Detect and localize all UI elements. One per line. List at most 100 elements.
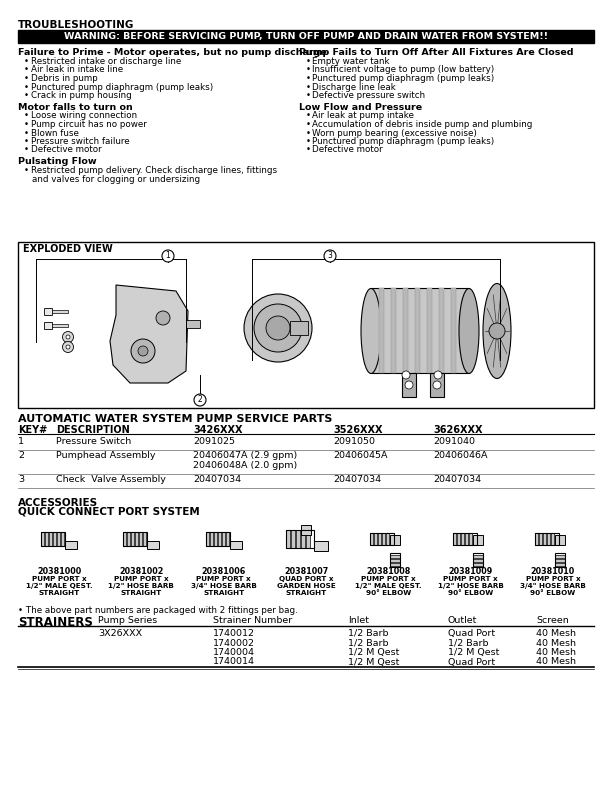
Text: Pump Series: Pump Series xyxy=(98,616,157,625)
Circle shape xyxy=(156,311,170,325)
Ellipse shape xyxy=(483,284,511,379)
Text: Punctured pump diaphragm (pump leaks): Punctured pump diaphragm (pump leaks) xyxy=(312,74,494,83)
Bar xyxy=(382,533,386,545)
Text: AUTOMATIC WATER SYSTEM PUMP SERVICE PARTS: AUTOMATIC WATER SYSTEM PUMP SERVICE PART… xyxy=(18,414,332,424)
Text: DESCRIPTION: DESCRIPTION xyxy=(56,425,130,435)
Bar xyxy=(551,533,554,545)
Bar xyxy=(555,559,565,562)
Bar xyxy=(379,288,384,373)
Text: STRAIGHT: STRAIGHT xyxy=(39,590,80,596)
Text: Quad Port: Quad Port xyxy=(448,629,495,638)
Text: •: • xyxy=(305,82,310,92)
Text: Screen: Screen xyxy=(536,616,569,625)
Bar xyxy=(41,532,65,546)
Text: •: • xyxy=(24,66,29,74)
Text: •: • xyxy=(24,112,29,120)
Text: PUMP PORT x: PUMP PORT x xyxy=(361,576,416,582)
Text: 1: 1 xyxy=(166,252,170,261)
Bar xyxy=(210,532,213,546)
Bar xyxy=(135,532,138,546)
Text: Failure to Prime - Motor operates, but no pump discharge: Failure to Prime - Motor operates, but n… xyxy=(18,48,327,57)
Text: •: • xyxy=(24,57,29,66)
Text: Discharge line leak: Discharge line leak xyxy=(312,82,396,92)
Bar xyxy=(386,533,389,545)
Text: •: • xyxy=(305,146,310,154)
Bar xyxy=(390,553,400,567)
Text: 1740004: 1740004 xyxy=(213,648,255,657)
Bar xyxy=(555,535,565,545)
Bar xyxy=(403,288,408,373)
Bar xyxy=(543,533,546,545)
Text: Restricted intake or discharge line: Restricted intake or discharge line xyxy=(31,57,181,66)
Bar xyxy=(301,530,305,548)
Text: •: • xyxy=(305,57,310,66)
Text: 1/2" MALE QEST.: 1/2" MALE QEST. xyxy=(355,583,422,589)
Text: •: • xyxy=(305,137,310,146)
Text: Outlet: Outlet xyxy=(448,616,477,625)
Bar xyxy=(52,323,68,326)
Bar xyxy=(378,533,381,545)
Text: Pressure switch failure: Pressure switch failure xyxy=(31,137,130,146)
Bar xyxy=(451,288,456,373)
Bar xyxy=(472,535,483,545)
Bar xyxy=(143,532,146,546)
Text: 2: 2 xyxy=(18,451,24,460)
Text: 20381007: 20381007 xyxy=(284,567,328,576)
Circle shape xyxy=(254,304,302,352)
Text: 3X26XXX: 3X26XXX xyxy=(98,629,142,638)
Text: •: • xyxy=(24,74,29,83)
Text: 90° ELBOW: 90° ELBOW xyxy=(448,590,493,596)
Bar xyxy=(230,541,242,549)
Text: Defective motor: Defective motor xyxy=(31,146,102,154)
Bar xyxy=(427,288,432,373)
Text: 1/2 M Qest: 1/2 M Qest xyxy=(448,648,499,657)
Text: •: • xyxy=(305,66,310,74)
Text: EXPLODED VIEW: EXPLODED VIEW xyxy=(23,244,113,254)
Text: 1/2 Barb: 1/2 Barb xyxy=(448,638,488,648)
Text: 2091040: 2091040 xyxy=(433,437,475,446)
Bar xyxy=(124,532,127,546)
Circle shape xyxy=(489,323,505,339)
Text: 20406047A (2.9 gpm): 20406047A (2.9 gpm) xyxy=(193,451,297,460)
Bar xyxy=(206,532,230,546)
Text: 20381010: 20381010 xyxy=(531,567,575,576)
Circle shape xyxy=(62,341,73,352)
Bar xyxy=(41,532,44,546)
Text: Defective motor: Defective motor xyxy=(312,146,383,154)
Bar xyxy=(286,530,290,548)
Text: •: • xyxy=(305,120,310,129)
Text: 1740012: 1740012 xyxy=(213,629,255,638)
Text: PUMP PORT x: PUMP PORT x xyxy=(526,576,580,582)
Bar xyxy=(555,553,565,567)
Text: •: • xyxy=(24,91,29,100)
Text: •: • xyxy=(305,74,310,83)
Text: Inlet: Inlet xyxy=(348,616,369,625)
Bar xyxy=(390,563,400,566)
Text: 3: 3 xyxy=(18,475,24,485)
Bar xyxy=(44,307,52,314)
Text: Pressure Switch: Pressure Switch xyxy=(56,437,131,446)
Text: Pump circuit has no power: Pump circuit has no power xyxy=(31,120,147,129)
Text: •: • xyxy=(24,82,29,92)
Text: 1: 1 xyxy=(18,437,24,446)
Text: 3/4" HOSE BARB: 3/4" HOSE BARB xyxy=(191,583,256,589)
Text: 3: 3 xyxy=(327,252,332,261)
Text: 40 Mesh: 40 Mesh xyxy=(536,648,576,657)
Text: Motor falls to turn on: Motor falls to turn on xyxy=(18,102,133,112)
Circle shape xyxy=(266,316,290,340)
Text: TROUBLESHOOTING: TROUBLESHOOTING xyxy=(18,20,135,30)
Bar xyxy=(132,532,135,546)
Text: Defective pressure switch: Defective pressure switch xyxy=(312,91,425,100)
Bar xyxy=(53,532,56,546)
Polygon shape xyxy=(110,285,188,383)
Circle shape xyxy=(62,332,73,342)
Bar xyxy=(472,559,483,562)
Bar xyxy=(472,553,483,567)
Text: Accumulation of debris inside pump and plumbing: Accumulation of debris inside pump and p… xyxy=(312,120,532,129)
Text: 20381000: 20381000 xyxy=(37,567,81,576)
Text: Quad Port: Quad Port xyxy=(448,657,495,667)
Circle shape xyxy=(324,250,336,262)
Bar xyxy=(301,525,311,535)
Text: WARNING: BEFORE SERVICING PUMP, TURN OFF PUMP AND DRAIN WATER FROM SYSTEM!!: WARNING: BEFORE SERVICING PUMP, TURN OFF… xyxy=(64,32,548,41)
Text: 20381009: 20381009 xyxy=(449,567,493,576)
